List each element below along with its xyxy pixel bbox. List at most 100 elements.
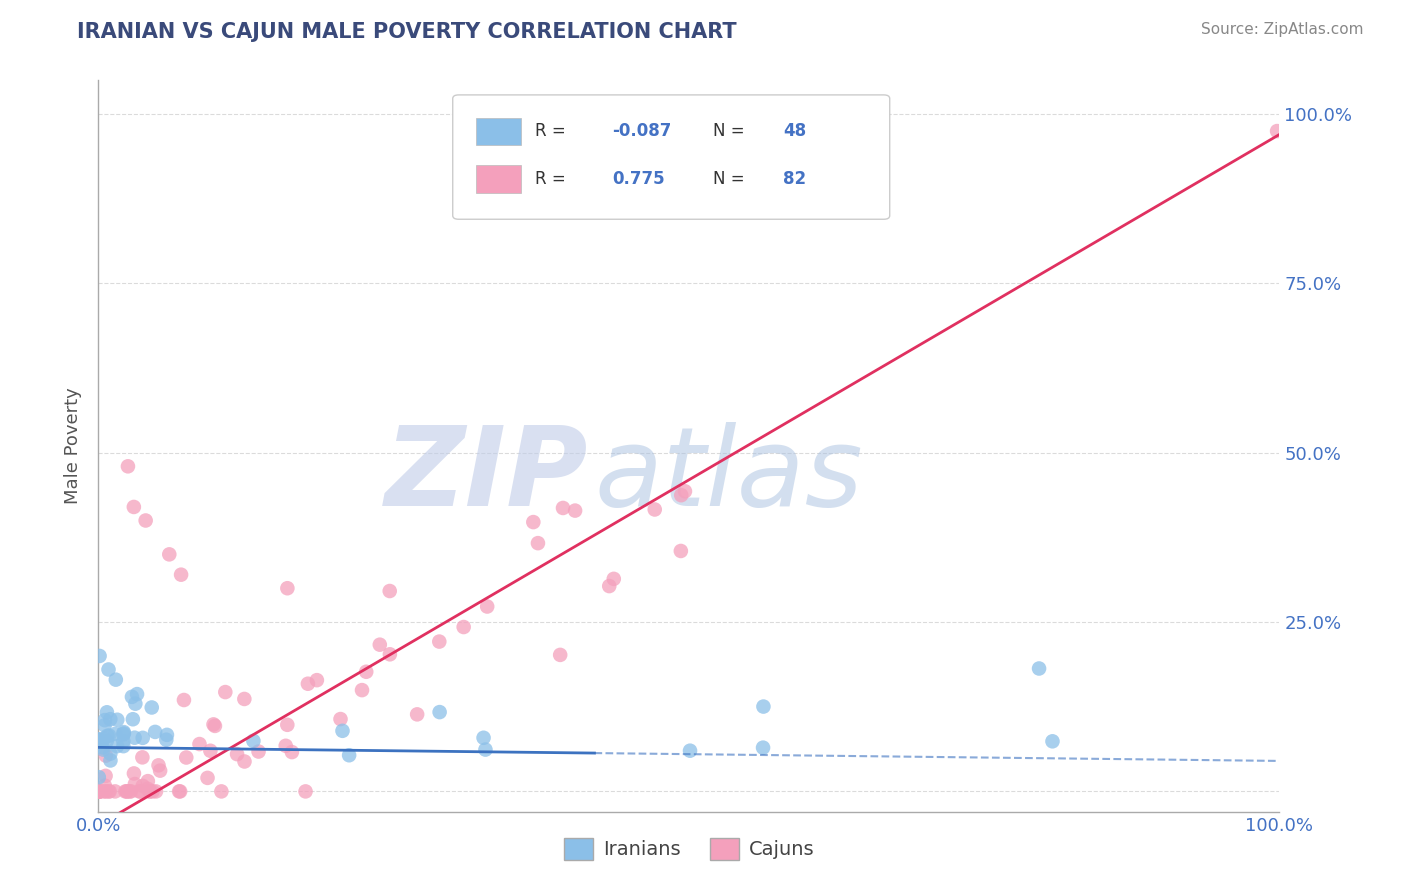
Point: [121, 712, 143, 726]
Point: [104, 784, 127, 798]
Point: [87, 784, 110, 798]
Point: [247, 745, 270, 759]
Y-axis label: Male Poverty: Male Poverty: [65, 388, 83, 504]
Point: [1028, 661, 1050, 675]
Text: ZIP: ZIP: [385, 422, 589, 529]
Point: [125, 687, 148, 701]
Point: [139, 784, 162, 798]
Point: [378, 584, 401, 599]
Point: [105, 713, 128, 727]
Point: [305, 673, 328, 688]
Point: [97, 784, 120, 798]
Point: [136, 774, 159, 789]
Point: [598, 579, 620, 593]
Point: [115, 784, 138, 798]
Point: [453, 620, 475, 634]
Point: [129, 784, 152, 798]
Point: [87, 732, 110, 747]
Point: [233, 692, 256, 706]
Point: [155, 732, 177, 747]
Point: [145, 784, 167, 798]
Point: [87, 770, 110, 784]
Point: [136, 781, 159, 796]
Point: [114, 784, 136, 798]
Point: [170, 567, 193, 582]
Point: [87, 737, 110, 751]
Point: [112, 739, 135, 753]
Point: [93, 718, 115, 732]
Point: [474, 742, 496, 756]
Point: [124, 777, 146, 791]
Point: [1042, 734, 1064, 748]
Point: [276, 718, 298, 732]
Legend: Iranians, Cajuns: Iranians, Cajuns: [555, 830, 823, 868]
Point: [202, 717, 225, 731]
Point: [89, 784, 111, 798]
Point: [427, 634, 450, 648]
Point: [94, 769, 117, 783]
Point: [97, 663, 120, 677]
Point: [132, 731, 155, 745]
Point: [122, 766, 145, 780]
Point: [673, 484, 696, 499]
Point: [143, 725, 166, 739]
Point: [671, 488, 693, 502]
Point: [169, 784, 191, 798]
Point: [527, 536, 550, 550]
Point: [274, 739, 297, 753]
Point: [226, 747, 249, 761]
Point: [242, 734, 264, 748]
Point: [350, 683, 373, 698]
Point: [89, 784, 111, 798]
Point: [112, 725, 135, 739]
Point: [197, 771, 219, 785]
Point: [214, 685, 236, 699]
Point: [354, 665, 377, 679]
Point: [89, 648, 111, 663]
Point: [93, 731, 115, 746]
Point: [149, 764, 172, 778]
Point: [115, 784, 138, 798]
Point: [94, 713, 117, 727]
FancyBboxPatch shape: [453, 95, 890, 219]
Point: [91, 740, 114, 755]
Point: [117, 459, 139, 474]
Point: [93, 784, 115, 798]
Point: [669, 544, 692, 558]
Point: [233, 755, 256, 769]
Point: [188, 737, 211, 751]
Point: [96, 734, 118, 748]
Point: [1265, 124, 1288, 138]
Point: [94, 748, 117, 763]
Point: [472, 731, 495, 745]
Point: [89, 784, 111, 798]
Point: [94, 779, 117, 793]
Text: atlas: atlas: [595, 422, 863, 529]
Point: [121, 690, 143, 704]
Point: [104, 673, 127, 687]
Point: [118, 784, 141, 798]
Point: [368, 638, 391, 652]
Point: [135, 514, 157, 528]
Point: [141, 700, 163, 714]
Point: [551, 500, 574, 515]
Point: [131, 750, 153, 764]
Point: [94, 784, 117, 798]
Point: [679, 744, 702, 758]
Point: [329, 712, 352, 726]
Point: [157, 547, 180, 561]
Point: [139, 784, 162, 798]
Point: [209, 784, 232, 798]
Point: [167, 784, 190, 798]
Point: [294, 784, 316, 798]
Text: 82: 82: [783, 170, 807, 188]
Point: [548, 648, 571, 662]
Point: [477, 599, 499, 614]
Point: [174, 750, 197, 764]
Point: [337, 748, 360, 763]
Point: [156, 728, 179, 742]
Point: [429, 705, 451, 719]
Text: Source: ZipAtlas.com: Source: ZipAtlas.com: [1201, 22, 1364, 37]
Point: [332, 723, 354, 738]
Point: [96, 729, 118, 743]
